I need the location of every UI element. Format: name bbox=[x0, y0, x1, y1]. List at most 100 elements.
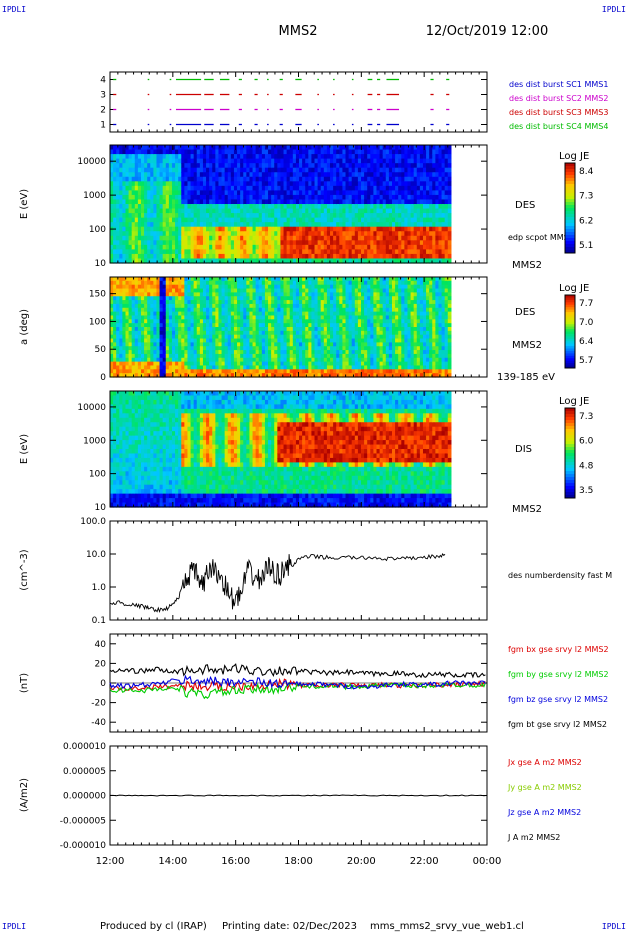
heatmap-cell bbox=[230, 296, 235, 301]
heatmap-cell bbox=[252, 158, 257, 164]
heatmap-cell bbox=[348, 158, 353, 164]
heatmap-cell bbox=[391, 235, 396, 241]
heatmap-cell bbox=[252, 194, 257, 201]
heatmap-cell bbox=[153, 346, 158, 351]
heatmap-cell bbox=[364, 213, 368, 219]
heatmap-cell bbox=[432, 181, 436, 187]
heatmap-cell bbox=[326, 235, 331, 241]
heatmap-cell bbox=[320, 217, 325, 223]
heatmap-cell bbox=[367, 172, 371, 178]
heatmap-cell bbox=[323, 158, 328, 164]
heatmap-cell bbox=[432, 194, 436, 201]
heatmap-cell bbox=[379, 167, 384, 173]
heatmap-cell bbox=[289, 249, 294, 255]
heatmap-cell bbox=[280, 199, 285, 205]
heatmap-cell bbox=[441, 185, 446, 191]
heatmap-cell bbox=[283, 194, 288, 201]
heatmap-cell bbox=[314, 357, 319, 363]
heatmap-cell bbox=[416, 176, 421, 182]
heatmap-cell bbox=[240, 258, 244, 264]
heatmap-cell bbox=[215, 213, 220, 219]
heatmap-cell bbox=[268, 158, 272, 164]
heatmap-cell bbox=[268, 296, 272, 301]
heatmap-cell bbox=[283, 244, 288, 250]
heatmap-cell bbox=[299, 330, 303, 336]
heatmap-cell bbox=[354, 176, 359, 182]
heatmap-cell bbox=[181, 327, 185, 332]
heatmap-cell bbox=[333, 213, 337, 219]
heatmap-cell bbox=[206, 235, 210, 241]
heatmap-cell bbox=[336, 163, 340, 169]
heatmap-cell bbox=[264, 244, 269, 250]
heatmap-cell bbox=[162, 190, 167, 196]
heatmap-cell bbox=[249, 323, 254, 328]
heatmap-cell bbox=[295, 185, 300, 191]
heatmap-cell bbox=[125, 167, 130, 173]
heatmap-cell bbox=[354, 208, 359, 214]
heatmap-cell bbox=[398, 172, 402, 178]
heatmap-cell bbox=[243, 319, 247, 324]
heatmap-cell bbox=[364, 244, 368, 250]
heatmap-cell bbox=[215, 280, 220, 286]
heatmap-cell bbox=[116, 199, 120, 205]
heatmap-cell bbox=[187, 346, 192, 351]
heatmap-cell bbox=[422, 190, 427, 196]
heatmap-cell bbox=[398, 235, 402, 241]
heatmap-cell bbox=[373, 208, 378, 214]
heatmap-cell bbox=[286, 373, 291, 378]
heatmap-cell bbox=[159, 288, 164, 293]
heatmap-cell bbox=[150, 365, 154, 370]
heatmap-cell bbox=[314, 244, 319, 250]
heatmap-cell bbox=[113, 235, 117, 241]
heatmap-cell bbox=[119, 311, 123, 317]
heatmap-cell bbox=[165, 350, 170, 355]
heatmap-cell bbox=[110, 204, 114, 210]
heatmap-cell bbox=[240, 303, 244, 309]
heatmap-cell bbox=[308, 204, 313, 210]
heatmap-cell bbox=[119, 323, 123, 328]
heatmap-cell bbox=[230, 240, 235, 246]
heatmap-cell bbox=[286, 369, 291, 374]
heatmap-cell bbox=[326, 163, 331, 169]
colorbar-cell bbox=[565, 196, 575, 200]
heatmap-cell bbox=[280, 217, 285, 223]
heatmap-cell bbox=[401, 222, 405, 228]
heatmap-cell bbox=[308, 222, 313, 228]
heatmap-cell bbox=[302, 300, 306, 305]
heatmap-cell bbox=[144, 350, 148, 355]
heatmap-cell bbox=[113, 253, 117, 260]
heatmap-cell bbox=[162, 315, 167, 320]
heatmap-cell bbox=[271, 204, 275, 210]
heatmap-cell bbox=[401, 235, 405, 241]
heatmap-cell bbox=[125, 222, 130, 228]
heatmap-cell bbox=[391, 244, 396, 250]
heatmap-cell bbox=[373, 253, 378, 260]
heatmap-cell bbox=[407, 208, 412, 214]
heatmap-cell bbox=[240, 226, 244, 232]
heatmap-cell bbox=[249, 288, 254, 293]
heatmap-cell bbox=[156, 226, 161, 232]
heatmap-cell bbox=[193, 213, 198, 219]
heatmap-cell bbox=[122, 357, 127, 363]
heatmap-cell bbox=[233, 185, 238, 191]
heatmap-cell bbox=[308, 327, 313, 332]
heatmap-cell bbox=[422, 158, 427, 164]
heatmap-cell bbox=[147, 213, 151, 219]
heatmap-cell bbox=[178, 353, 182, 359]
heatmap-cell bbox=[190, 280, 195, 286]
heatmap-cell bbox=[134, 296, 139, 301]
heatmap-cell bbox=[240, 280, 244, 286]
heatmap-cell bbox=[190, 323, 195, 328]
heatmap-cell bbox=[199, 253, 204, 260]
heatmap-cell bbox=[206, 338, 210, 343]
heatmap-cell bbox=[280, 284, 285, 290]
heatmap-cell bbox=[134, 311, 139, 317]
heatmap-cell bbox=[128, 311, 133, 317]
heatmap-cell bbox=[249, 311, 254, 317]
heatmap-cell bbox=[264, 199, 269, 205]
heatmap-cell bbox=[258, 330, 263, 336]
heatmap-cell bbox=[212, 277, 216, 282]
heatmap-cell bbox=[323, 226, 328, 232]
heatmap-cell bbox=[209, 307, 213, 313]
heatmap-cell bbox=[435, 181, 440, 187]
